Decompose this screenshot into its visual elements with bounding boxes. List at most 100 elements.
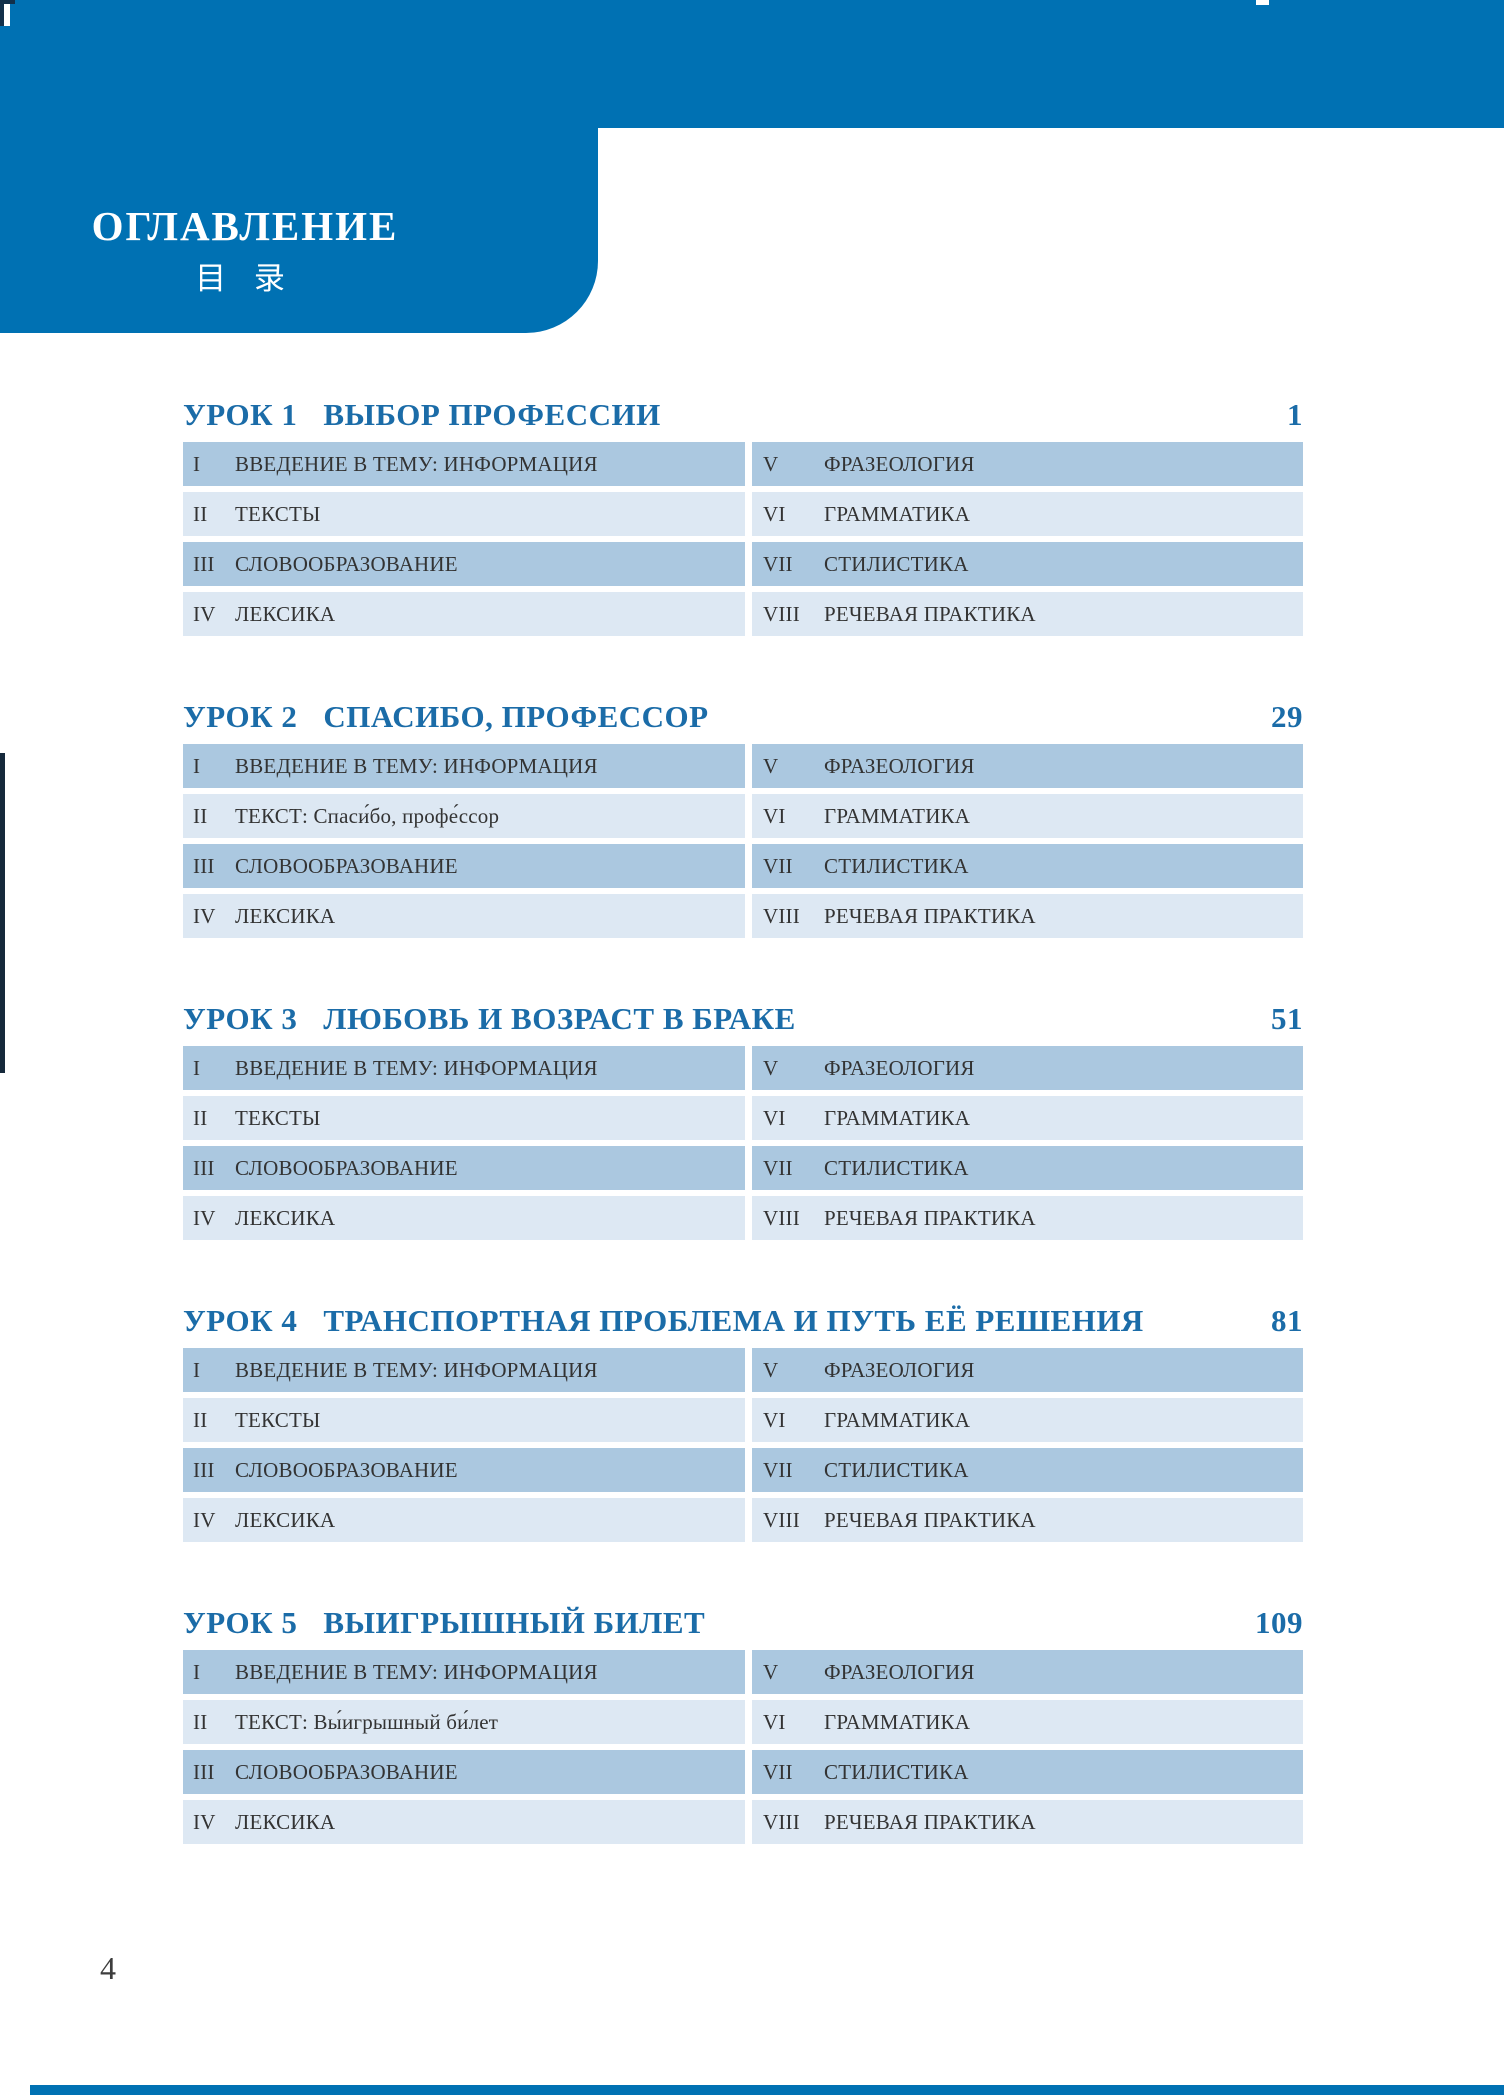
section-cell-left: III СЛОВООБРАЗОВАНИЕ: [183, 1750, 745, 1794]
section-label: ФРАЗЕОЛОГИЯ: [824, 451, 975, 476]
lesson-sections-table: I ВВЕДЕНИЕ В ТЕМУ: ИНФОРМАЦИЯ V ФРАЗЕОЛО…: [183, 1348, 1303, 1542]
lesson-title: СПАСИБО, ПРОФЕССОР: [323, 699, 709, 734]
section-numeral: V: [763, 1659, 779, 1684]
section-cell-right: V ФРАЗЕОЛОГИЯ: [752, 1046, 1303, 1090]
section-numeral: VI: [763, 1709, 786, 1734]
section-label: СТИЛИСТИКА: [824, 551, 969, 576]
section-cell-left: II ТЕКСТЫ: [183, 1398, 745, 1442]
section-label: ТЕКСТЫ: [235, 1407, 321, 1432]
section-cell-right: VI ГРАММАТИКА: [752, 1700, 1303, 1744]
toc-title-russian: ОГЛАВЛЕНИЕ: [91, 203, 399, 249]
lesson-block: УРОК 3 ЛЮБОВЬ И ВОЗРАСТ В БРАКЕ 51 I ВВЕ…: [183, 1000, 1303, 1246]
section-label: ТЕКСТЫ: [235, 1105, 321, 1130]
table-row: I ВВЕДЕНИЕ В ТЕМУ: ИНФОРМАЦИЯ V ФРАЗЕОЛО…: [183, 442, 1303, 486]
table-row: III СЛОВООБРАЗОВАНИЕ VII СТИЛИСТИКА: [183, 1448, 1303, 1492]
lesson-number: УРОК 2: [183, 699, 298, 734]
bottom-edge-bar: [30, 2085, 1504, 2095]
lesson-sections-table: I ВВЕДЕНИЕ В ТЕМУ: ИНФОРМАЦИЯ V ФРАЗЕОЛО…: [183, 442, 1303, 636]
section-label: ЛЕКСИКА: [235, 903, 336, 928]
section-numeral: VII: [763, 551, 793, 576]
section-cell-right: VIII РЕЧЕВАЯ ПРАКТИКА: [752, 894, 1303, 938]
section-label: СЛОВООБРАЗОВАНИЕ: [235, 1155, 458, 1180]
section-cell-right: VII СТИЛИСТИКА: [752, 1448, 1303, 1492]
lesson-block: УРОК 1 ВЫБОР ПРОФЕССИИ 1 I ВВЕДЕНИЕ В ТЕ…: [183, 396, 1303, 642]
section-numeral: VI: [763, 1105, 786, 1130]
section-numeral: V: [763, 1055, 779, 1080]
section-cell-right: VIII РЕЧЕВАЯ ПРАКТИКА: [752, 1196, 1303, 1240]
section-cell-left: I ВВЕДЕНИЕ В ТЕМУ: ИНФОРМАЦИЯ: [183, 744, 745, 788]
lesson-title: ТРАНСПОРТНАЯ ПРОБЛЕМА И ПУТЬ ЕЁ РЕШЕНИЯ: [323, 1303, 1144, 1338]
section-label: ГРАММАТИКА: [824, 803, 971, 828]
table-row: IV ЛЕКСИКА VIII РЕЧЕВАЯ ПРАКТИКА: [183, 1498, 1303, 1542]
lesson-title-line: УРОК 2 СПАСИБО, ПРОФЕССОР 29: [183, 698, 1303, 742]
section-numeral: IV: [193, 601, 216, 626]
lesson-title: ЛЮБОВЬ И ВОЗРАСТ В БРАКЕ: [323, 1001, 796, 1036]
lesson-number: УРОК 1: [183, 397, 298, 432]
section-label: СЛОВООБРАЗОВАНИЕ: [235, 1759, 458, 1784]
section-numeral: I: [193, 1659, 201, 1684]
lesson-title-line: УРОК 3 ЛЮБОВЬ И ВОЗРАСТ В БРАКЕ 51: [183, 1000, 1303, 1044]
table-row: III СЛОВООБРАЗОВАНИЕ VII СТИЛИСТИКА: [183, 844, 1303, 888]
table-row: II ТЕКСТЫ VI ГРАММАТИКА: [183, 1398, 1303, 1442]
scan-artifact-top-left-notch: [0, 0, 10, 26]
section-label: ЛЕКСИКА: [235, 1507, 336, 1532]
section-cell-right: V ФРАЗЕОЛОГИЯ: [752, 1348, 1303, 1392]
section-cell-left: III СЛОВООБРАЗОВАНИЕ: [183, 844, 745, 888]
section-numeral: I: [193, 451, 201, 476]
scan-artifact-corner-mark: [0, 0, 4, 26]
section-cell-right: VII СТИЛИСТИКА: [752, 1750, 1303, 1794]
section-label: РЕЧЕВАЯ ПРАКТИКА: [824, 1205, 1036, 1230]
section-numeral: IV: [193, 903, 216, 928]
lesson-page-number: 81: [1271, 1303, 1303, 1338]
section-label: ФРАЗЕОЛОГИЯ: [824, 1055, 975, 1080]
section-numeral: III: [193, 853, 215, 878]
table-row: IV ЛЕКСИКА VIII РЕЧЕВАЯ ПРАКТИКА: [183, 592, 1303, 636]
table-row: II ТЕКСТЫ VI ГРАММАТИКА: [183, 492, 1303, 536]
section-numeral: IV: [193, 1809, 216, 1834]
lesson-block: УРОК 4 ТРАНСПОРТНАЯ ПРОБЛЕМА И ПУТЬ ЕЁ Р…: [183, 1302, 1303, 1548]
lesson-title-line: УРОК 4 ТРАНСПОРТНАЯ ПРОБЛЕМА И ПУТЬ ЕЁ Р…: [183, 1302, 1303, 1346]
section-label: СТИЛИСТИКА: [824, 1457, 969, 1482]
section-cell-right: VIII РЕЧЕВАЯ ПРАКТИКА: [752, 1498, 1303, 1542]
section-label: ГРАММАТИКА: [824, 1105, 971, 1130]
section-label: РЕЧЕВАЯ ПРАКТИКА: [824, 1507, 1036, 1532]
section-numeral: II: [193, 1407, 208, 1432]
section-label: СЛОВООБРАЗОВАНИЕ: [235, 551, 458, 576]
section-label: СТИЛИСТИКА: [824, 853, 969, 878]
lesson-block: УРОК 2 СПАСИБО, ПРОФЕССОР 29 I ВВЕДЕНИЕ …: [183, 698, 1303, 944]
footer-page-number: 4: [100, 1950, 116, 1986]
section-numeral: II: [193, 803, 208, 828]
section-numeral: II: [193, 501, 208, 526]
section-numeral: III: [193, 1155, 215, 1180]
section-label: ФРАЗЕОЛОГИЯ: [824, 753, 975, 778]
section-numeral: III: [193, 1457, 215, 1482]
table-row: III СЛОВООБРАЗОВАНИЕ VII СТИЛИСТИКА: [183, 1146, 1303, 1190]
section-cell-right: V ФРАЗЕОЛОГИЯ: [752, 1650, 1303, 1694]
section-cell-right: VI ГРАММАТИКА: [752, 1096, 1303, 1140]
lesson-block: УРОК 5 ВЫИГРЫШНЫЙ БИЛЕТ 109 I ВВЕДЕНИЕ В…: [183, 1604, 1303, 1850]
table-row: III СЛОВООБРАЗОВАНИЕ VII СТИЛИСТИКА: [183, 542, 1303, 586]
section-label: ГРАММАТИКА: [824, 501, 971, 526]
table-row: II ТЕКСТ: Спаси́бо, профе́ссор VI ГРАММА…: [183, 794, 1303, 838]
section-cell-right: VII СТИЛИСТИКА: [752, 844, 1303, 888]
toc-title-chinese: 目 录: [195, 261, 295, 296]
section-cell-right: VI ГРАММАТИКА: [752, 794, 1303, 838]
section-label: ТЕКСТ: Вы́игрышный би́лет: [235, 1709, 499, 1734]
section-cell-left: IV ЛЕКСИКА: [183, 592, 745, 636]
section-numeral: IV: [193, 1205, 216, 1230]
section-numeral: VIII: [763, 601, 800, 626]
section-label: ФРАЗЕОЛОГИЯ: [824, 1357, 975, 1382]
section-label: ВВЕДЕНИЕ В ТЕМУ: ИНФОРМАЦИЯ: [235, 1659, 598, 1684]
section-cell-left: II ТЕКСТ: Вы́игрышный би́лет: [183, 1700, 745, 1744]
table-row: I ВВЕДЕНИЕ В ТЕМУ: ИНФОРМАЦИЯ V ФРАЗЕОЛО…: [183, 744, 1303, 788]
section-cell-right: VIII РЕЧЕВАЯ ПРАКТИКА: [752, 592, 1303, 636]
section-cell-left: I ВВЕДЕНИЕ В ТЕМУ: ИНФОРМАЦИЯ: [183, 1046, 745, 1090]
section-cell-left: II ТЕКСТЫ: [183, 492, 745, 536]
section-label: СТИЛИСТИКА: [824, 1155, 969, 1180]
section-cell-left: I ВВЕДЕНИЕ В ТЕМУ: ИНФОРМАЦИЯ: [183, 442, 745, 486]
table-row: II ТЕКСТЫ VI ГРАММАТИКА: [183, 1096, 1303, 1140]
section-cell-right: VII СТИЛИСТИКА: [752, 1146, 1303, 1190]
table-row: II ТЕКСТ: Вы́игрышный би́лет VI ГРАММАТИ…: [183, 1700, 1303, 1744]
lesson-sections-table: I ВВЕДЕНИЕ В ТЕМУ: ИНФОРМАЦИЯ V ФРАЗЕОЛО…: [183, 744, 1303, 938]
lesson-number: УРОК 5: [183, 1605, 298, 1640]
